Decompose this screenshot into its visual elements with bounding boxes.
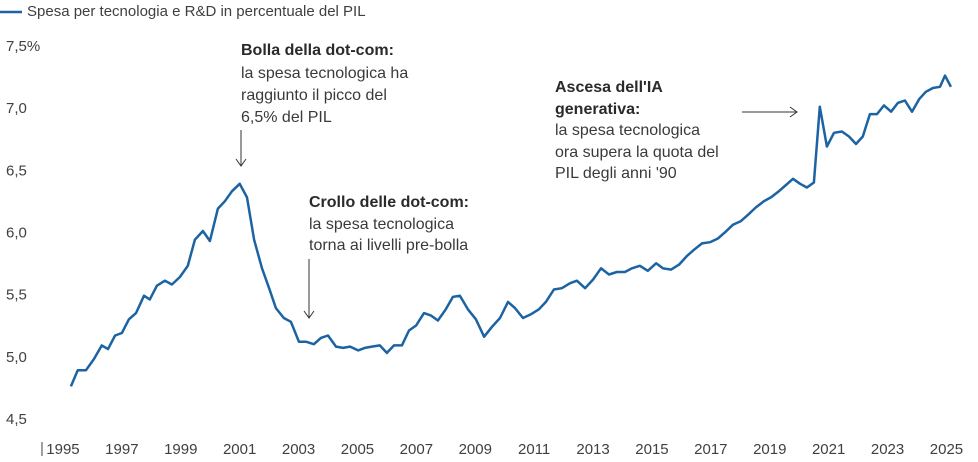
x-tick-label: 1995 [46, 441, 79, 458]
x-tick-label: 2007 [400, 441, 433, 458]
annotation-text: ora supera la quota del [555, 144, 719, 161]
x-tick-label: 2001 [223, 441, 256, 458]
annotation-title: Ascesa dell'IA [555, 79, 663, 96]
data-line [69, 74, 953, 387]
annotation-text: raggiunto il picco del [241, 87, 387, 104]
annotation-text: la spesa tecnologica [555, 122, 700, 139]
x-tick-label: 1997 [105, 441, 138, 458]
x-tick-label: 2003 [282, 441, 315, 458]
x-tick-label: 2025 [930, 441, 963, 458]
annotation-text: 6,5% del PIL [241, 109, 332, 126]
y-tick-label: 5,0 [6, 349, 27, 366]
annotation-text: PIL degli anni '90 [555, 165, 677, 182]
legend-label: Spesa per tecnologia e R&D in percentual… [27, 3, 366, 20]
x-tick-label: 2019 [753, 441, 786, 458]
x-tick-label: 1999 [164, 441, 197, 458]
annotation-title: Bolla della dot-com: [241, 42, 394, 59]
x-tick-label: 2015 [635, 441, 668, 458]
annotation-text: la spesa tecnologica ha [241, 65, 408, 82]
arrow [303, 259, 315, 319]
annotation-title: generativa: [555, 101, 640, 118]
x-tick-label: 2005 [341, 441, 374, 458]
y-tick-label: 6,5 [6, 162, 27, 179]
y-tick-label: 4,5 [6, 411, 27, 428]
x-tick-label: 2009 [459, 441, 492, 458]
x-tick-label: 2021 [812, 441, 845, 458]
arrow [742, 106, 798, 118]
y-tick-label: 6,0 [6, 224, 27, 241]
annotation-text: la spesa tecnologica [309, 216, 454, 233]
arrow [235, 130, 247, 167]
x-tick-label: 2011 [518, 441, 550, 458]
y-tick-label: 7,5% [6, 38, 40, 55]
annotation-title: Crollo delle dot-com: [309, 194, 469, 211]
x-tick-label: 2023 [871, 441, 904, 458]
annotation-text: torna ai livelli pre-bolla [309, 237, 468, 254]
x-tick-label: 2017 [694, 441, 727, 458]
y-tick-label: 7,0 [6, 100, 27, 117]
y-tick-label: 5,5 [6, 287, 27, 304]
x-tick-label: 2013 [576, 441, 609, 458]
